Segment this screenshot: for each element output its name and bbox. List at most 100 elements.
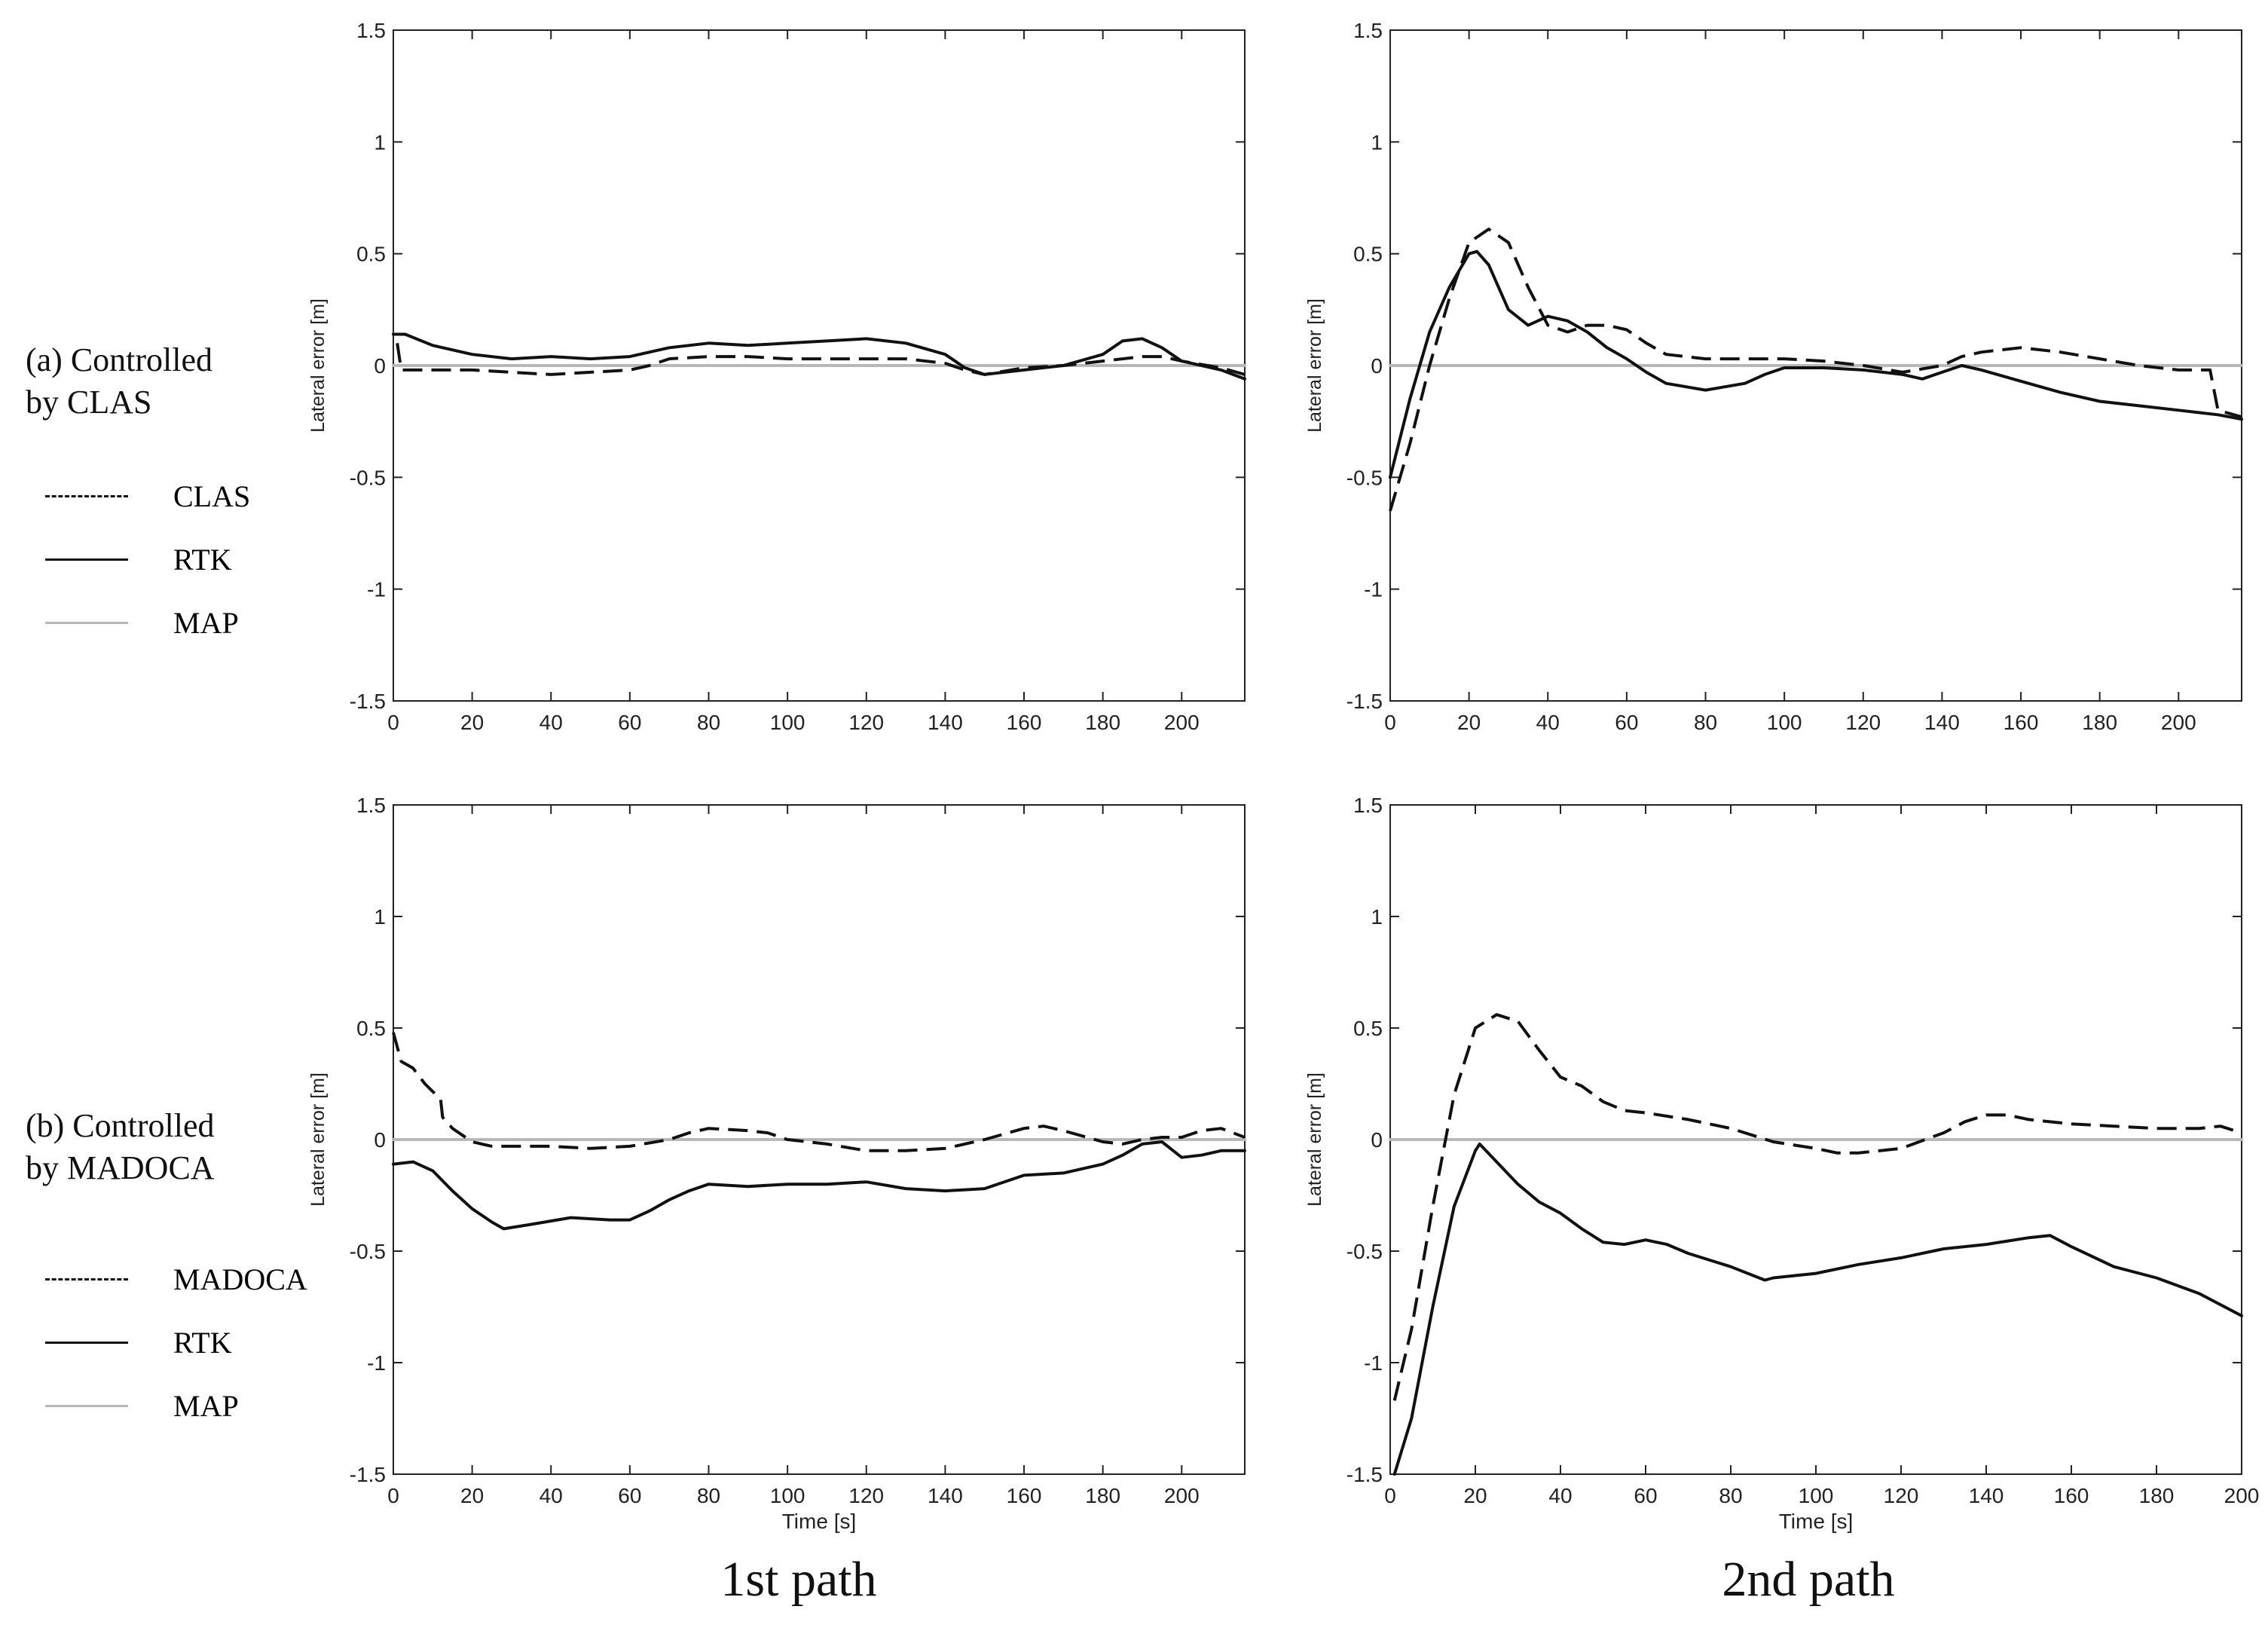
y-tick-label: 0: [374, 1128, 386, 1152]
x-tick-label: 120: [1884, 1484, 1919, 1507]
x-tick-label: 40: [539, 1484, 563, 1507]
y-tick-label: 0: [1371, 354, 1383, 378]
y-tick-label: 1: [374, 905, 386, 929]
legend-label: CLAS: [173, 479, 251, 513]
legend-item-rtk: RTK: [45, 1323, 232, 1361]
y-tick-label: -1: [1364, 578, 1383, 601]
y-tick-label: 0.5: [356, 243, 386, 266]
x-tick-label: 140: [928, 1484, 963, 1507]
x-tick-label: 100: [770, 1484, 805, 1507]
legend-item-rtk: RTK: [45, 540, 232, 578]
x-tick-label: 140: [1969, 1484, 2004, 1507]
y-tick-label: -1.5: [350, 1463, 386, 1486]
y-tick-label: 1.5: [1353, 794, 1383, 817]
x-tick-label: 20: [460, 711, 484, 734]
x-tick-label: 20: [1457, 711, 1481, 734]
x-tick-label: 200: [1164, 711, 1200, 734]
x-tick-label: 80: [697, 1484, 720, 1507]
x-tick-label: 180: [2139, 1484, 2175, 1507]
x-tick-label: 180: [2082, 711, 2117, 734]
y-tick-label: -1: [1364, 1351, 1383, 1375]
x-tick-label: 200: [1164, 1484, 1200, 1507]
x-tick-label: 60: [618, 711, 641, 734]
x-tick-label: 100: [770, 711, 805, 734]
legend-item-map: MAP: [45, 1387, 239, 1424]
y-axis-label: Lateral error [m]: [1304, 1072, 1325, 1207]
legend-item-madoca: MADOCA: [45, 1260, 307, 1298]
x-tick-label: 120: [1845, 711, 1881, 734]
y-tick-label: -0.5: [1346, 1240, 1383, 1263]
x-tick-label: 40: [539, 711, 563, 734]
legend-solid-line-icon: [45, 1341, 128, 1344]
x-tick-label: 0: [387, 1484, 399, 1507]
x-tick-label: 140: [928, 711, 963, 734]
x-tick-label: 160: [2054, 1484, 2089, 1507]
y-tick-label: 0: [1371, 1128, 1383, 1152]
x-tick-label: 180: [1085, 711, 1120, 734]
x-tick-label: 180: [1085, 1484, 1120, 1507]
x-tick-label: 140: [1924, 711, 1960, 734]
x-tick-label: 0: [387, 711, 399, 734]
x-tick-label: 0: [1384, 1484, 1396, 1507]
y-tick-label: -1: [367, 578, 386, 601]
x-tick-label: 80: [1694, 711, 1717, 734]
x-tick-label: 40: [1536, 711, 1560, 734]
y-tick-label: 1.5: [1353, 19, 1383, 42]
x-tick-label: 160: [1007, 711, 1042, 734]
y-axis-label: Lateral error [m]: [1304, 298, 1325, 433]
x-tick-label: 60: [618, 1484, 641, 1507]
series-line-madoca: [1392, 1013, 2242, 1401]
y-tick-label: 0.5: [356, 1017, 386, 1040]
y-tick-label: 1.5: [356, 794, 386, 817]
y-tick-label: 0.5: [1353, 1017, 1383, 1040]
x-tick-label: 160: [1007, 1484, 1042, 1507]
legend-item-map: MAP: [45, 604, 239, 641]
chart-panel-1: -1.5 -1 -0.5 0 0.5 1 1.5 0 20 40 60 80 100 120 140 160 1…: [307, 19, 1246, 734]
legend-label: RTK: [173, 542, 232, 577]
y-axis-label: Lateral error [m]: [307, 298, 329, 433]
y-tick-label: -0.5: [350, 1240, 386, 1263]
legend-item-clas: CLAS: [45, 477, 250, 515]
y-axis-label: Lateral error [m]: [307, 1072, 329, 1207]
legend-label: MADOCA: [173, 1262, 307, 1296]
series-line-clas: [396, 343, 1246, 376]
legend-solid-line-icon: [45, 558, 128, 561]
x-tick-label: 20: [460, 1484, 484, 1507]
x-tick-label: 160: [2004, 711, 2039, 734]
y-tick-label: -1.5: [350, 690, 386, 713]
x-tick-label: 200: [2224, 1484, 2260, 1507]
x-tick-label: 200: [2161, 711, 2196, 734]
series-line-rtk: [1389, 249, 2243, 479]
x-tick-label: 60: [1634, 1484, 1657, 1507]
column-label-1st-path: 1st path: [720, 1552, 877, 1607]
x-tick-label: 80: [697, 711, 720, 734]
y-tick-label: 0: [374, 354, 386, 378]
x-axis-label: Time [s]: [782, 1510, 857, 1533]
chart-panel-2: -1.5 -1 -0.5 0 0.5 1 1.5 0 20 40 60 80 100 120 140 160 1…: [1304, 19, 2243, 734]
row-b-legend-block: (b) Controlled by MADOCA: [26, 1105, 215, 1189]
series-line-rtk: [392, 1140, 1246, 1231]
y-tick-label: -1.5: [1346, 690, 1383, 713]
row-b-title: (b) Controlled by MADOCA: [26, 1107, 215, 1186]
y-tick-label: -0.5: [350, 466, 386, 489]
x-tick-label: 40: [1548, 1484, 1572, 1507]
legend-map-line-icon: [45, 1404, 128, 1407]
y-tick-label: 1.5: [356, 19, 386, 42]
legend-label: MAP: [173, 1388, 239, 1423]
legend-dashed-line-icon: [45, 494, 128, 497]
y-tick-label: -0.5: [1346, 466, 1383, 489]
y-tick-label: 1: [374, 130, 386, 154]
y-tick-label: -1.5: [1346, 1463, 1383, 1486]
series-line-madoca: [392, 1032, 1246, 1152]
legend-map-line-icon: [45, 621, 128, 624]
y-tick-label: 1: [1371, 905, 1383, 929]
x-axis-label: Time [s]: [1779, 1510, 1854, 1533]
x-tick-label: 120: [848, 711, 884, 734]
column-label-2nd-path: 2nd path: [1722, 1552, 1895, 1607]
y-tick-label: -1: [367, 1351, 386, 1375]
y-tick-label: 0.5: [1353, 243, 1383, 266]
chart-panel-4: -1.5 -1 -0.5 0 0.5 1 1.5 0 20 40 60 80 100 120 140 160 1…: [1304, 794, 2259, 1533]
y-tick-label: 1: [1371, 130, 1383, 154]
row-a-legend-block: (a) Controlled by CLAS: [26, 339, 212, 424]
